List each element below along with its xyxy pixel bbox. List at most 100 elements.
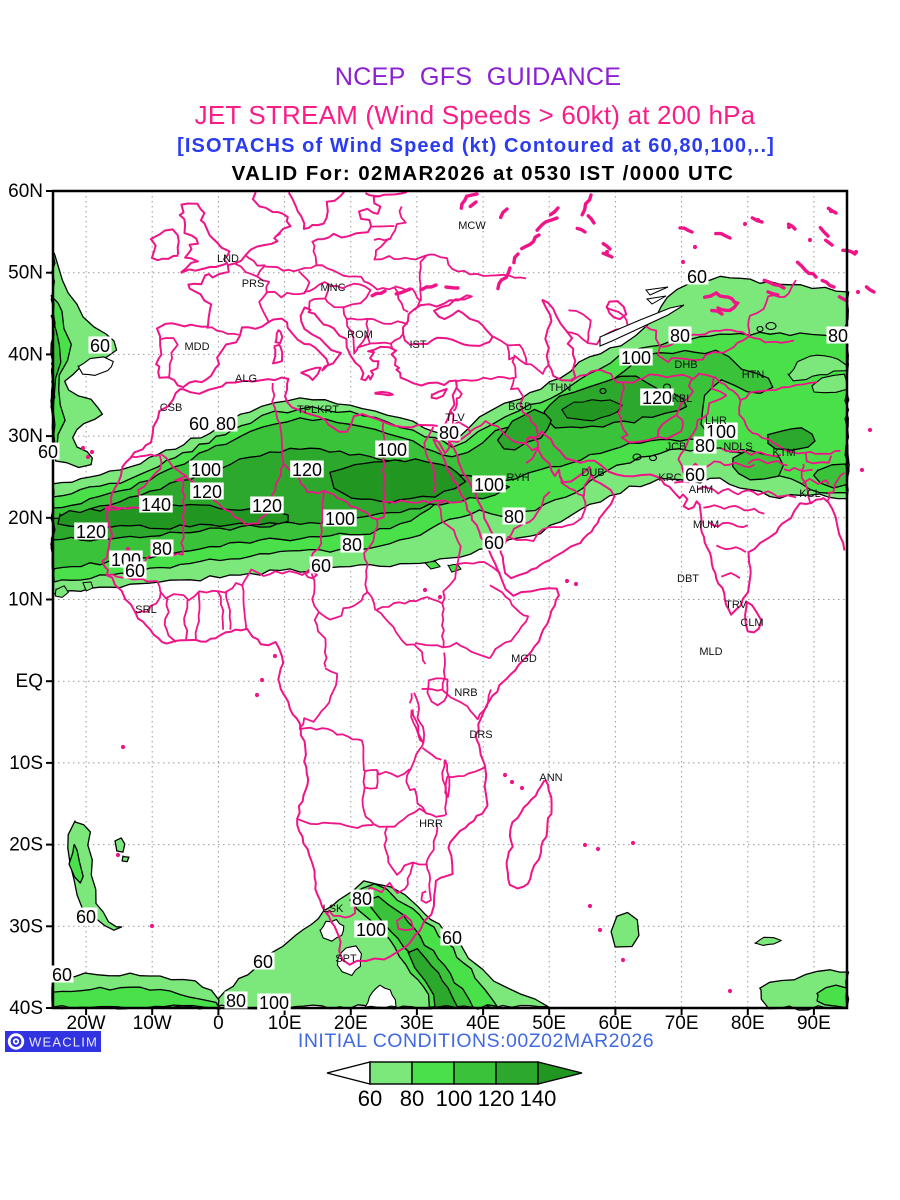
- svg-text:30E: 30E: [400, 1013, 434, 1034]
- svg-text:HRR: HRR: [419, 818, 443, 830]
- svg-text:60: 60: [311, 556, 331, 576]
- svg-text:60: 60: [253, 952, 273, 972]
- svg-text:100: 100: [259, 993, 289, 1013]
- svg-text:20N: 20N: [8, 508, 43, 529]
- svg-text:60: 60: [38, 442, 58, 462]
- svg-text:HTN: HTN: [742, 369, 765, 381]
- svg-text:80: 80: [226, 991, 246, 1011]
- svg-text:90E: 90E: [797, 1013, 831, 1034]
- svg-text:SRL: SRL: [135, 604, 156, 616]
- svg-text:EQ: EQ: [16, 671, 43, 692]
- svg-text:60: 60: [52, 965, 72, 985]
- svg-text:BGD: BGD: [508, 401, 532, 413]
- svg-text:DHB: DHB: [674, 359, 697, 371]
- svg-text:THN: THN: [549, 382, 572, 394]
- svg-text:70E: 70E: [665, 1013, 699, 1034]
- svg-text:TLV: TLV: [445, 412, 465, 424]
- svg-text:MLD: MLD: [699, 646, 722, 658]
- svg-text:60: 60: [358, 1086, 382, 1111]
- svg-text:60: 60: [685, 465, 705, 485]
- svg-text:TPLKRT: TPLKRT: [297, 404, 339, 416]
- svg-text:10N: 10N: [8, 590, 43, 611]
- svg-text:MCW: MCW: [458, 220, 486, 232]
- svg-text:40E: 40E: [466, 1013, 500, 1034]
- svg-text:40N: 40N: [8, 344, 43, 365]
- svg-text:WEACLIM: WEACLIM: [29, 1035, 98, 1050]
- svg-text:80: 80: [504, 507, 524, 527]
- svg-text:MUM: MUM: [693, 519, 719, 531]
- svg-text:TRV: TRV: [725, 599, 747, 611]
- svg-text:120: 120: [478, 1086, 515, 1111]
- svg-text:10W: 10W: [133, 1013, 172, 1034]
- svg-text:LHR: LHR: [705, 415, 727, 427]
- svg-text:INITIAL CONDITIONS:00Z02MAR20: INITIAL CONDITIONS:00Z02MAR2026: [298, 1030, 654, 1052]
- svg-text:LND: LND: [217, 253, 239, 265]
- svg-text:80: 80: [828, 326, 848, 346]
- svg-text:NDLS: NDLS: [723, 441, 752, 453]
- svg-text:MDD: MDD: [184, 341, 209, 353]
- svg-text:10S: 10S: [9, 753, 43, 774]
- svg-text:VALID For: 02MAR2026 at 0530 I: VALID For: 02MAR2026 at 0530 IST /0000 U…: [232, 162, 735, 185]
- svg-text:KCL: KCL: [799, 488, 820, 500]
- svg-text:60E: 60E: [598, 1013, 632, 1034]
- svg-text:60: 60: [484, 533, 504, 553]
- svg-text:SPT: SPT: [335, 953, 357, 965]
- svg-text:JET STREAM (Wind Speeds > 60kt: JET STREAM (Wind Speeds > 60kt) at 200 h…: [195, 100, 756, 130]
- svg-text:80E: 80E: [731, 1013, 765, 1034]
- svg-text:PRS: PRS: [242, 278, 265, 290]
- svg-text:MGD: MGD: [511, 653, 537, 665]
- svg-text:MNC: MNC: [320, 282, 345, 294]
- svg-text:100: 100: [621, 348, 651, 368]
- svg-text:80: 80: [695, 436, 715, 456]
- svg-text:100: 100: [191, 460, 221, 480]
- svg-text:80: 80: [670, 326, 690, 346]
- svg-text:80: 80: [216, 414, 236, 434]
- svg-text:[ISOTACHS of Wind Speed (kt) C: [ISOTACHS of Wind Speed (kt) Contoured a…: [177, 135, 775, 157]
- svg-text:120: 120: [192, 482, 222, 502]
- svg-text:100: 100: [436, 1086, 473, 1111]
- svg-text:30N: 30N: [8, 426, 43, 447]
- svg-text:KRC: KRC: [658, 472, 681, 484]
- svg-text:ALG: ALG: [235, 373, 257, 385]
- svg-text:60: 60: [76, 907, 96, 927]
- svg-text:AHM: AHM: [689, 484, 713, 496]
- svg-text:140: 140: [141, 495, 171, 515]
- svg-text:LSK: LSK: [323, 903, 344, 915]
- svg-text:10E: 10E: [268, 1013, 302, 1034]
- svg-text:ROM: ROM: [347, 329, 373, 341]
- svg-text:20W: 20W: [67, 1013, 106, 1034]
- svg-text:60: 60: [687, 267, 707, 287]
- svg-text:50N: 50N: [8, 263, 43, 284]
- svg-text:100: 100: [377, 440, 407, 460]
- svg-text:CSB: CSB: [160, 402, 183, 414]
- svg-text:60: 60: [125, 561, 145, 581]
- svg-text:KTM: KTM: [772, 447, 795, 459]
- svg-text:100: 100: [474, 475, 504, 495]
- svg-text:60: 60: [442, 928, 462, 948]
- svg-text:DUB: DUB: [581, 467, 604, 479]
- svg-text:60: 60: [189, 414, 209, 434]
- svg-text:KBL: KBL: [672, 393, 693, 405]
- svg-text:IST: IST: [409, 339, 426, 351]
- svg-text:ANN: ANN: [539, 772, 562, 784]
- svg-text:20S: 20S: [9, 835, 43, 856]
- svg-text:30S: 30S: [9, 916, 43, 937]
- svg-text:120: 120: [76, 522, 106, 542]
- svg-text:DRS: DRS: [469, 729, 492, 741]
- svg-text:80: 80: [439, 423, 459, 443]
- svg-text:RYH: RYH: [506, 472, 529, 484]
- svg-text:120: 120: [642, 388, 672, 408]
- svg-text:NCEP GFS GUIDANCE: NCEP GFS GUIDANCE: [335, 63, 622, 91]
- svg-text:DBT: DBT: [677, 573, 699, 585]
- svg-text:120: 120: [292, 460, 322, 480]
- svg-text:80: 80: [400, 1086, 424, 1111]
- svg-text:20E: 20E: [334, 1013, 368, 1034]
- svg-text:60: 60: [90, 336, 110, 356]
- svg-text:80: 80: [342, 535, 362, 555]
- svg-text:NRB: NRB: [454, 687, 477, 699]
- svg-text:50E: 50E: [532, 1013, 566, 1034]
- svg-text:60N: 60N: [8, 181, 43, 202]
- svg-text:80: 80: [152, 539, 172, 559]
- svg-text:140: 140: [520, 1086, 557, 1111]
- svg-text:JCB: JCB: [666, 441, 687, 453]
